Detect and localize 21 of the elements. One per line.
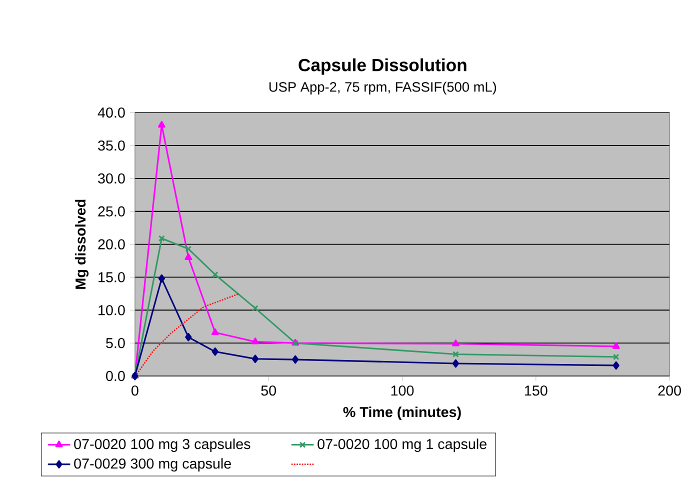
legend-label: 07-0029 300 mg capsule <box>74 458 231 472</box>
x-axis-title: % Time (minutes) <box>343 406 461 420</box>
y-tick-label: 5.0 <box>106 338 125 348</box>
x-tick-label: 50 <box>261 385 276 396</box>
y-tick-label: 40.0 <box>98 107 125 118</box>
y-tick-label: 30.0 <box>98 173 125 184</box>
y-tick-label: 15.0 <box>98 272 125 282</box>
x-tick-label: 200 <box>658 385 681 396</box>
chart-title: Capsule Dissolution <box>298 58 466 75</box>
y-tick-label: 35.0 <box>98 140 125 150</box>
legend-label: 07-0020 100 mg 3 capsules <box>74 438 250 452</box>
legend-label: 07-0020 100 mg 1 capsule <box>318 438 486 452</box>
x-tick-label: 0 <box>132 385 138 396</box>
y-tick-label: 10.0 <box>98 304 125 316</box>
x-tick-label: 100 <box>391 385 414 396</box>
y-axis-title: Mg dissolved <box>75 200 89 289</box>
x-tick-label: 150 <box>525 385 548 396</box>
chart-subtitle: USP App-2, 75 rpm, FASSIF(500 mL) <box>269 82 496 94</box>
y-tick-label: 0.0 <box>106 370 125 381</box>
y-tick-label: 25.0 <box>98 206 125 216</box>
y-tick-label: 20.0 <box>98 239 125 250</box>
